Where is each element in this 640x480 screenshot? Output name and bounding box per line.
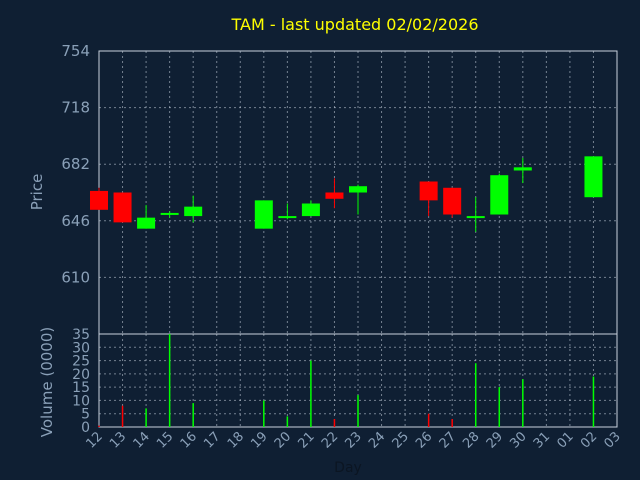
day-tick-label: 27 xyxy=(437,429,459,451)
volume-bar xyxy=(98,425,100,427)
chart-title: TAM - last updated 02/02/2026 xyxy=(230,15,478,34)
candle-body xyxy=(466,216,485,219)
candle-body xyxy=(325,192,344,199)
candle-body xyxy=(301,203,320,217)
volume-tick-label: 0 xyxy=(81,420,90,436)
volume-bar xyxy=(474,363,477,427)
day-tick-label: 22 xyxy=(319,429,341,451)
day-tick-label: 01 xyxy=(554,429,576,451)
candle-body xyxy=(90,190,108,210)
volume-bar xyxy=(121,405,124,427)
day-tick-label: 23 xyxy=(343,429,365,451)
volume-bar xyxy=(592,376,595,427)
volume-tick-label: 35 xyxy=(72,327,90,343)
price-tick-label: 754 xyxy=(61,42,90,60)
day-tick-label: 31 xyxy=(531,429,553,451)
day-tick-label: 21 xyxy=(295,429,317,451)
candle-body xyxy=(513,167,532,171)
day-tick-label: 14 xyxy=(131,429,153,451)
volume-bar xyxy=(451,419,453,427)
candle-body xyxy=(160,212,179,215)
volume-tick-label: 30 xyxy=(72,340,90,356)
price-axis-label: Price xyxy=(28,174,46,211)
day-tick-label: 28 xyxy=(460,429,482,451)
price-tick-label: 610 xyxy=(61,268,90,286)
day-tick-label: 26 xyxy=(413,429,435,451)
volume-tick-label: 15 xyxy=(72,380,90,396)
volume-bars xyxy=(98,334,595,427)
day-tick-label: 30 xyxy=(507,429,529,451)
day-tick-label: 19 xyxy=(248,429,270,451)
volume-bar xyxy=(263,400,265,427)
price-tick-label: 682 xyxy=(61,155,90,173)
day-tick-label: 13 xyxy=(107,429,129,451)
candle-body xyxy=(254,200,273,229)
volume-tick-label: 25 xyxy=(72,354,90,370)
day-tick-label: 20 xyxy=(272,429,294,451)
candle-body xyxy=(443,187,462,215)
day-tick-label: 02 xyxy=(578,429,600,451)
day-tick-label: 03 xyxy=(602,429,624,451)
day-tick-label: 16 xyxy=(178,429,200,451)
volume-bar xyxy=(357,395,359,427)
volume-tick-label: 20 xyxy=(72,367,90,383)
candle-body xyxy=(349,186,367,193)
volume-tick-label: 10 xyxy=(72,393,90,409)
volume-bar xyxy=(310,360,312,427)
candle-body xyxy=(278,216,297,219)
day-tick-label: 17 xyxy=(201,429,223,451)
day-tick-label: 15 xyxy=(154,429,176,451)
volume-bar xyxy=(522,379,524,427)
volume-bar xyxy=(168,334,171,427)
volume-axis-label: Volume (0000) xyxy=(38,327,56,437)
price-tick-label: 646 xyxy=(61,212,90,230)
candle-body xyxy=(584,156,603,198)
day-tick-label: 29 xyxy=(484,429,506,451)
candles xyxy=(90,156,603,232)
price-tick-label: 718 xyxy=(61,99,90,117)
volume-bar xyxy=(498,387,501,427)
day-tick-label: 25 xyxy=(390,429,412,451)
day-tick-label: 24 xyxy=(366,429,388,451)
candle-body xyxy=(419,181,438,201)
volume-bar xyxy=(145,408,147,427)
volume-bar xyxy=(333,419,336,427)
volume-bar xyxy=(192,403,194,427)
volume-bar xyxy=(427,413,430,427)
price-y-ticks: 754 718 682 646 610 xyxy=(61,42,90,286)
candle-body xyxy=(137,217,156,229)
day-ticks: 12 13 14 15 16 17 18 19 20 21 22 23 24 25 26 27 28 29 30 31… xyxy=(84,429,624,451)
volume-bar xyxy=(286,416,289,427)
volume-tick-label: 5 xyxy=(81,407,90,423)
candle-body xyxy=(113,192,132,223)
day-tick-label: 18 xyxy=(225,429,247,451)
candle-body xyxy=(184,206,203,217)
day-axis-label: Day xyxy=(334,460,362,476)
candle-body xyxy=(490,175,509,215)
